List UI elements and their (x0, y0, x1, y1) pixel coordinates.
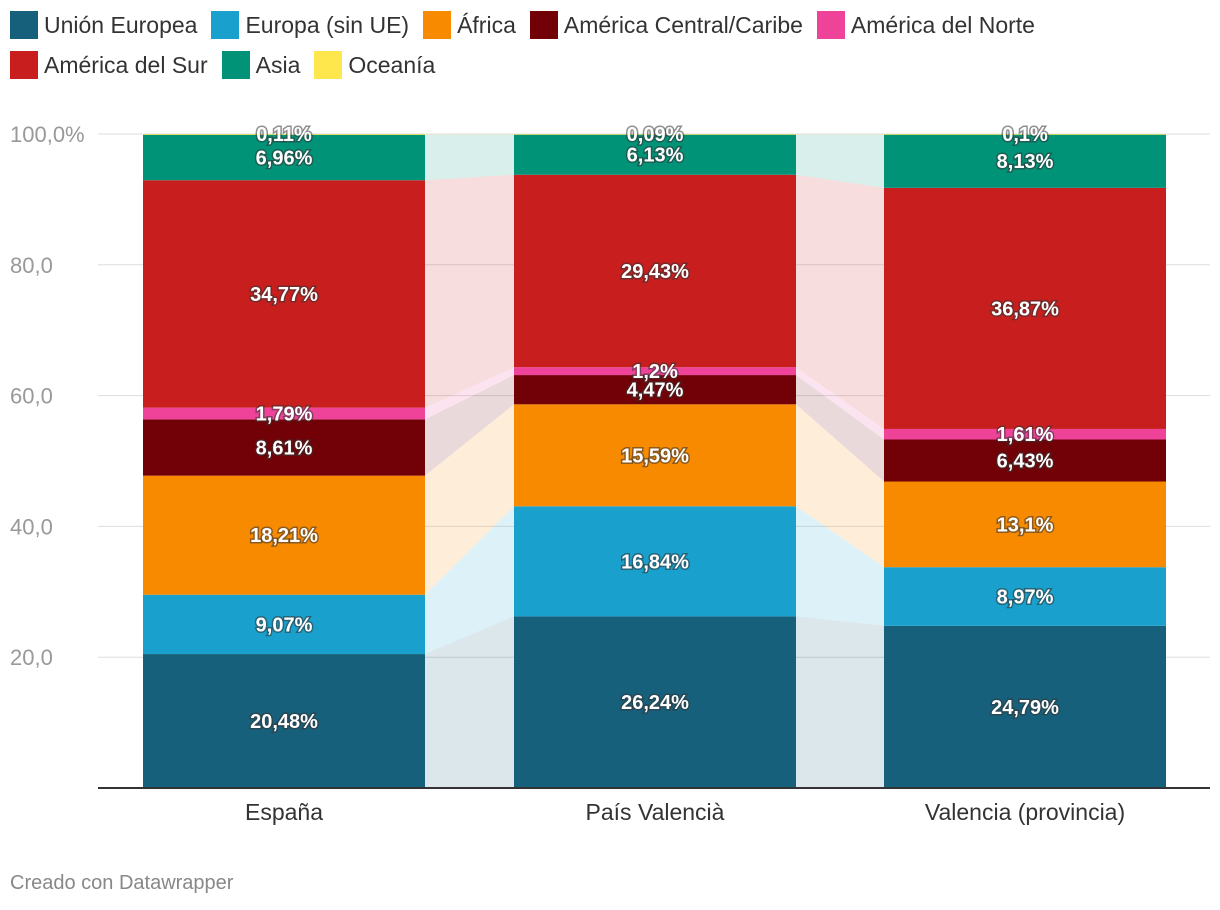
bar-segment (143, 134, 425, 135)
connector-band (796, 134, 884, 188)
y-tick-label: 40,0 (10, 514, 53, 539)
bar-segment (143, 419, 425, 476)
y-tick-label: 100,0% (10, 122, 85, 147)
legend-swatch (816, 11, 845, 39)
bar-segment (884, 481, 1166, 568)
bar-segment (514, 616, 796, 788)
data-label: 20,48% (250, 711, 318, 733)
bar-segment (514, 134, 796, 135)
connector-band (425, 174, 514, 408)
bar-segment (884, 134, 1166, 188)
legend-swatch (211, 11, 240, 39)
legend-label: América del Sur (44, 51, 208, 78)
legend-item: América del Norte (816, 10, 1035, 40)
bar-segment (884, 187, 1166, 429)
bar-segment (514, 134, 796, 175)
data-label: 8,61% (256, 437, 313, 459)
legend-swatch (221, 51, 250, 79)
connector-band (796, 506, 884, 626)
data-label: 9,07% (256, 614, 313, 636)
data-label: 1,79% (256, 403, 313, 425)
bar-segment (514, 375, 796, 405)
connector-band (796, 404, 884, 568)
legend-item: América Central/Caribe (529, 10, 803, 40)
bar-segment (884, 625, 1166, 788)
connector-band (796, 616, 884, 788)
connector-band (425, 367, 514, 420)
bar-segment (143, 594, 425, 655)
x-tick-label: País Valencià (586, 799, 725, 825)
data-label: 13,1% (997, 514, 1054, 536)
connector-band (796, 174, 884, 429)
connector-band (425, 375, 514, 476)
bar-segment (143, 134, 425, 181)
legend: Unión Europea Europa (sin UE) África Améric… (10, 10, 1190, 80)
legend-item: Unión Europea (10, 10, 197, 40)
legend-item: Oceanía (314, 50, 435, 80)
legend-swatch (314, 51, 343, 79)
legend-swatch (423, 11, 452, 39)
data-label: 26,24% (621, 692, 689, 714)
data-label: 0,1% (1002, 124, 1048, 146)
legend-swatch (529, 11, 558, 39)
stacked-bar-chart: 20,0 40,0 60,0 80,0 100,0% 20,48% 9,07% 18,21% 8… (10, 122, 1210, 825)
x-tick-label: Valencia (provincia) (925, 799, 1125, 825)
data-label: 8,97% (997, 587, 1054, 609)
legend-swatch (10, 11, 38, 39)
bar-segment (143, 407, 425, 420)
data-label: 4,47% (627, 380, 684, 402)
bar-segment (143, 654, 425, 788)
bar-segment (514, 506, 796, 617)
data-label: 6,43% (997, 451, 1054, 473)
data-label: 18,21% (250, 525, 318, 547)
connector-band (796, 367, 884, 440)
legend-item: América del Sur (10, 50, 208, 80)
data-label: 8,13% (997, 151, 1054, 173)
bar-segment (884, 428, 1166, 440)
footer-credit: Creado con Datawrapper (10, 872, 234, 894)
connector-band (425, 506, 514, 655)
y-tick-label: 60,0 (10, 384, 53, 409)
legend-label: América del Norte (850, 11, 1035, 38)
bar-segment (514, 404, 796, 507)
bar-segment (143, 475, 425, 595)
legend-label: África (457, 11, 516, 38)
legend-label: Europa (sin UE) (245, 11, 410, 38)
connector-band (796, 375, 884, 482)
data-label: 29,43% (621, 261, 689, 283)
legend-label: América Central/Caribe (563, 11, 803, 38)
connector-band (796, 134, 884, 135)
data-label: 6,13% (627, 145, 684, 167)
data-label: 0,11% (256, 124, 312, 146)
connector-band (425, 134, 514, 181)
data-label: 1,2% (632, 361, 678, 383)
connector-band (425, 616, 514, 788)
legend-label: Asia (255, 51, 301, 78)
y-tick-label: 20,0 (10, 645, 53, 670)
data-label: 36,87% (991, 298, 1059, 320)
y-tick-label: 80,0 (10, 253, 53, 278)
data-label: 0,09% (627, 124, 684, 146)
bar-segment (514, 174, 796, 368)
data-label: 6,96% (256, 147, 313, 169)
bar-segment (514, 367, 796, 376)
legend-item: África (423, 10, 516, 40)
x-tick-label: España (245, 799, 323, 825)
legend-item: Europa (sin UE) (211, 10, 409, 40)
data-label: 16,84% (621, 551, 689, 573)
legend-item: Asia (221, 50, 301, 80)
bar-segment (143, 180, 425, 408)
bar-segment (884, 134, 1166, 135)
legend-label: Oceanía (348, 51, 436, 78)
connector-band (425, 134, 514, 135)
bar-segment (884, 567, 1166, 626)
connector-band (425, 404, 514, 595)
data-label: 24,79% (991, 697, 1059, 719)
data-label: 34,77% (250, 284, 318, 306)
data-label: 15,59% (621, 445, 689, 467)
bar-segment (884, 439, 1166, 482)
legend-swatch (10, 51, 38, 79)
legend-label: Unión Europea (44, 11, 198, 38)
data-label: 1,61% (997, 424, 1054, 446)
